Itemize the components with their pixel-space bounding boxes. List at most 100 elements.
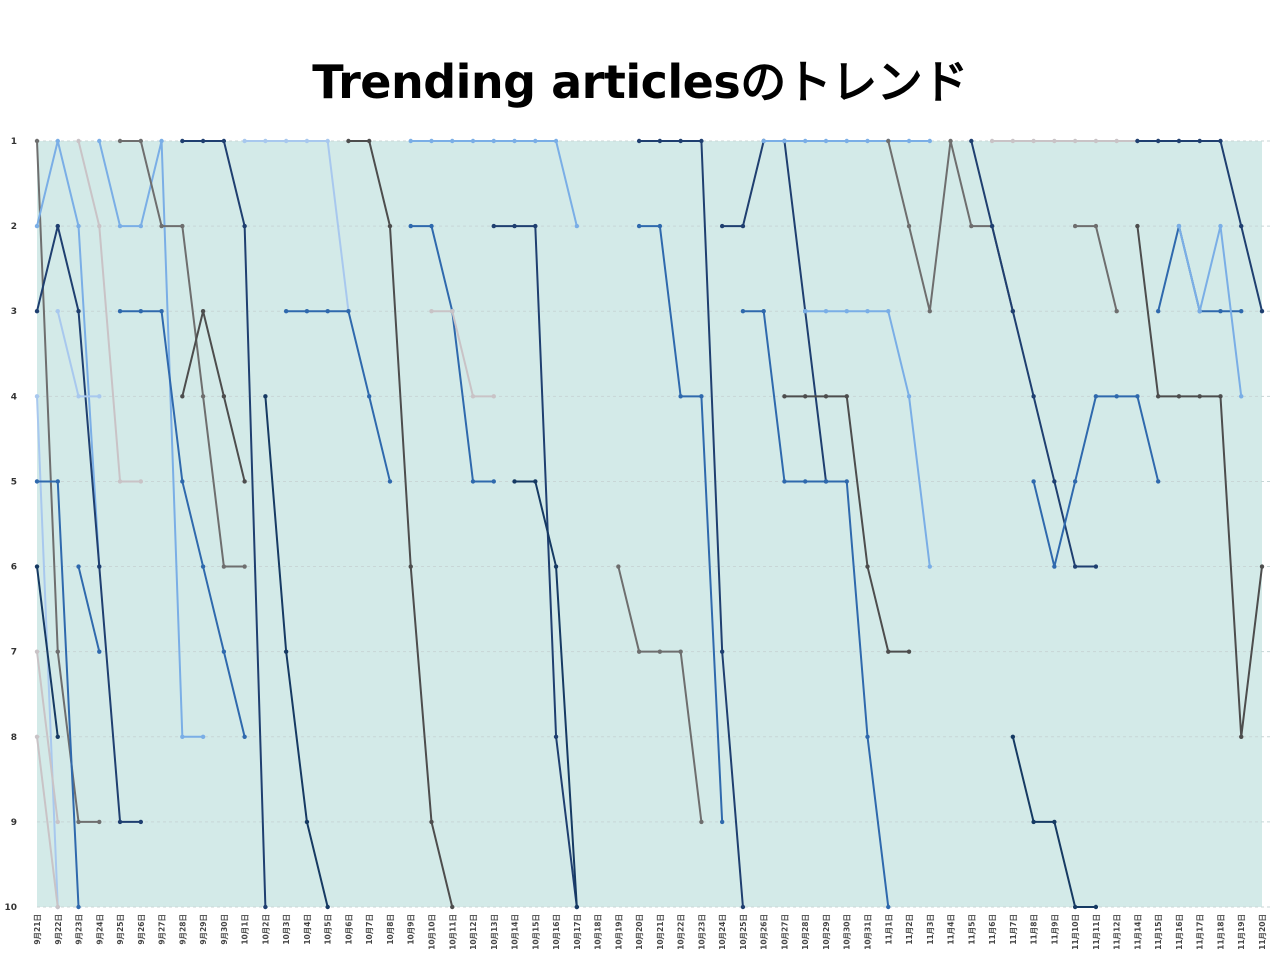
data-point (989, 223, 995, 229)
data-point (76, 394, 81, 399)
x-tick-label: 10月13日 (490, 914, 499, 950)
data-point (470, 138, 476, 144)
series-8 (34, 734, 60, 910)
data-point (55, 734, 60, 739)
data-point (117, 223, 123, 229)
data-point (34, 479, 40, 484)
data-point (844, 138, 849, 144)
data-point (138, 138, 144, 144)
data-point (55, 649, 60, 654)
x-tick-label: 10月19日 (614, 914, 623, 950)
data-point (283, 649, 289, 654)
series-19 (283, 309, 393, 484)
data-point (491, 394, 496, 399)
series-lines (34, 138, 1265, 910)
data-point (1176, 138, 1182, 144)
data-point (699, 394, 704, 399)
chart-title: Trending articlesのトレンド (312, 55, 968, 109)
data-point (1218, 394, 1223, 399)
data-point (491, 223, 496, 229)
data-point (1135, 138, 1140, 144)
x-tick-label: 10月31日 (864, 914, 873, 950)
data-point (1239, 309, 1244, 314)
x-tick-label: 10月23日 (697, 914, 706, 950)
y-tick-label: 2 (11, 222, 17, 232)
series-31 (740, 309, 891, 910)
data-point (1093, 394, 1099, 399)
data-point (948, 138, 953, 144)
x-tick-label: 11月7日 (1009, 914, 1018, 945)
data-point (491, 138, 496, 144)
data-point (533, 479, 538, 484)
data-point (117, 138, 123, 144)
data-point (886, 309, 891, 314)
y-tick-label: 4 (11, 392, 17, 402)
data-point (1259, 564, 1265, 569)
data-point (304, 309, 310, 314)
data-point (761, 309, 766, 314)
data-point (906, 138, 912, 144)
data-point (865, 564, 870, 569)
data-point (1114, 309, 1119, 314)
data-point (408, 223, 413, 229)
x-tick-label: 10月20日 (635, 914, 644, 950)
data-point (76, 223, 81, 229)
series-12 (76, 564, 102, 654)
data-point (429, 309, 434, 314)
data-point (97, 564, 102, 569)
x-tick-label: 10月28日 (801, 914, 810, 950)
data-point (553, 734, 559, 739)
x-tick-label: 9月26日 (137, 914, 146, 945)
data-point (1052, 564, 1057, 569)
x-tick-label: 9月21日 (33, 914, 42, 945)
data-point (450, 138, 455, 144)
data-point (1093, 904, 1099, 910)
data-point (865, 309, 870, 314)
data-point (97, 649, 102, 654)
data-point (574, 223, 580, 229)
data-point (429, 138, 434, 144)
series-15 (180, 138, 268, 910)
series-9 (76, 138, 144, 484)
data-point (221, 564, 227, 569)
data-point (1031, 138, 1036, 144)
y-tick-label: 3 (11, 307, 17, 317)
x-tick-label: 10月9日 (407, 914, 416, 945)
data-point (1176, 394, 1182, 399)
x-tick-label: 10月21日 (656, 914, 665, 950)
data-point (117, 479, 123, 484)
x-tick-label: 11月5日 (967, 914, 976, 945)
x-tick-label: 10月27日 (780, 914, 789, 950)
data-point (1093, 223, 1099, 229)
x-tick-label: 11月19日 (1237, 914, 1246, 950)
series-line (36, 736, 59, 908)
series-line (1177, 225, 1243, 397)
series-26 (636, 138, 746, 910)
data-point (1072, 223, 1078, 229)
data-point (76, 904, 81, 910)
data-point (325, 904, 330, 910)
data-point (803, 309, 808, 314)
data-point (283, 309, 289, 314)
series-line (431, 310, 494, 398)
data-point (699, 819, 704, 825)
x-tick-label: 11月14日 (1133, 914, 1142, 950)
data-point (200, 309, 206, 314)
data-point (387, 479, 393, 484)
data-point (719, 649, 725, 654)
data-point (1072, 564, 1078, 569)
data-point (1197, 309, 1202, 314)
data-point (823, 479, 829, 484)
x-tick-label: 11月18日 (1216, 914, 1225, 950)
data-point (678, 649, 683, 654)
data-point (1197, 394, 1202, 399)
data-point (263, 904, 268, 910)
data-point (1072, 479, 1078, 484)
x-tick-label: 10月6日 (344, 914, 353, 945)
x-tick-label: 11月3日 (926, 914, 935, 945)
data-point (180, 223, 185, 229)
series-27 (636, 223, 725, 825)
series-line (36, 651, 59, 823)
data-point (553, 138, 559, 144)
data-point (844, 394, 849, 399)
